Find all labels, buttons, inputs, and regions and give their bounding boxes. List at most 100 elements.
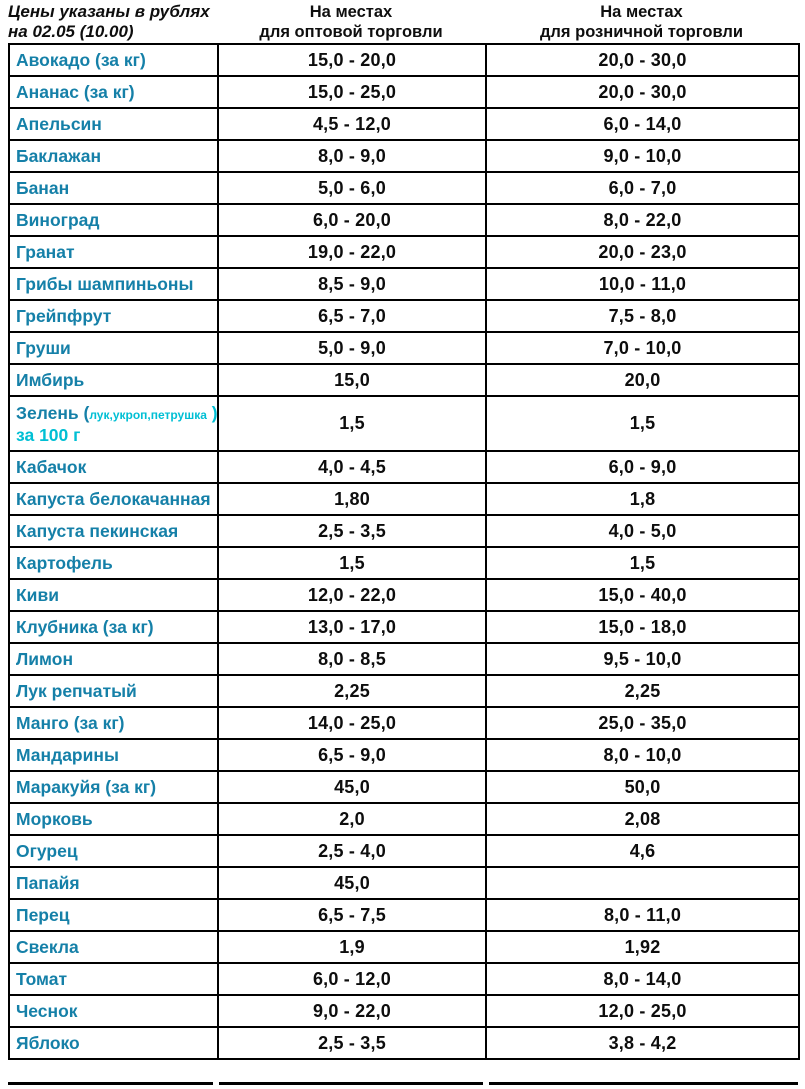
retail-price-cell: 8,0 - 14,0 — [485, 962, 800, 996]
wholesale-price-cell: 2,25 — [217, 674, 487, 708]
product-name-cell: Виноград — [8, 203, 219, 237]
wholesale-price-cell: 2,5 - 3,5 — [217, 514, 487, 548]
table-row: Картофель 1,5 1,5 — [8, 546, 800, 580]
next-row-partial-segment — [219, 1082, 483, 1089]
table-header: Цены указаны в рублях на 02.05 (10.00) Н… — [0, 0, 805, 43]
retail-price-cell: 1,5 — [485, 546, 800, 580]
wholesale-price-cell: 6,0 - 12,0 — [217, 962, 487, 996]
product-name-cell: Банан — [8, 171, 219, 205]
table-row: Свекла 1,9 1,92 — [8, 930, 800, 964]
product-name-cell: Чеснок — [8, 994, 219, 1028]
retail-price-cell: 2,25 — [485, 674, 800, 708]
retail-price-cell: 9,0 - 10,0 — [485, 139, 800, 173]
table-row: Гранат 19,0 - 22,0 20,0 - 23,0 — [8, 235, 800, 269]
retail-price-cell: 8,0 - 10,0 — [485, 738, 800, 772]
product-name-cell: Лимон — [8, 642, 219, 676]
next-row-partial-segment — [489, 1082, 798, 1089]
product-name-unit: за 100 г — [16, 424, 81, 445]
table-row: Чеснок 9,0 - 22,0 12,0 - 25,0 — [8, 994, 800, 1028]
product-name-cell: Томат — [8, 962, 219, 996]
wholesale-price-cell: 12,0 - 22,0 — [217, 578, 487, 612]
table-row: Зелень (лук,укроп,петрушка ), за 100 г 1,5… — [8, 395, 800, 452]
retail-price-cell: 20,0 - 23,0 — [485, 235, 800, 269]
next-row-partial — [8, 1082, 798, 1089]
product-name-cell: Груши — [8, 331, 219, 365]
wholesale-price-cell: 45,0 — [217, 770, 487, 804]
wholesale-price-cell: 6,5 - 9,0 — [217, 738, 487, 772]
wholesale-price-cell: 5,0 - 6,0 — [217, 171, 487, 205]
retail-price-cell: 1,8 — [485, 482, 800, 516]
retail-price-cell: 20,0 — [485, 363, 800, 397]
wholesale-price-cell: 2,5 - 3,5 — [217, 1026, 487, 1060]
retail-price-cell: 8,0 - 22,0 — [485, 203, 800, 237]
product-name-cell: Лук репчатый — [8, 674, 219, 708]
table-row: Апельсин 4,5 - 12,0 6,0 - 14,0 — [8, 107, 800, 141]
retail-price-cell — [485, 866, 800, 900]
wholesale-price-cell: 14,0 - 25,0 — [217, 706, 487, 740]
retail-price-cell: 20,0 - 30,0 — [485, 75, 800, 109]
column-header-wholesale-line2: для оптовой торговли — [259, 23, 443, 41]
column-header-retail-line2: для розничной торговли — [539, 23, 744, 41]
product-name-cell: Маракуйя (за кг) — [8, 770, 219, 804]
retail-price-cell: 3,8 - 4,2 — [485, 1026, 800, 1060]
table-row: Клубника (за кг) 13,0 - 17,0 15,0 - 18,0 — [8, 610, 800, 644]
column-header-wholesale-line1: На местах — [309, 3, 393, 21]
product-name-cell: Баклажан — [8, 139, 219, 173]
retail-price-cell: 15,0 - 18,0 — [485, 610, 800, 644]
wholesale-price-cell: 13,0 - 17,0 — [217, 610, 487, 644]
table-row: Виноград 6,0 - 20,0 8,0 - 22,0 — [8, 203, 800, 237]
product-name-cell: Огурец — [8, 834, 219, 868]
product-name-cell: Клубника (за кг) — [8, 610, 219, 644]
table-row: Имбирь 15,0 20,0 — [8, 363, 800, 397]
product-name-cell: Зелень (лук,укроп,петрушка ), за 100 г — [8, 395, 219, 452]
wholesale-price-cell: 9,0 - 22,0 — [217, 994, 487, 1028]
table-row: Грибы шампиньоны 8,5 - 9,0 10,0 - 11,0 — [8, 267, 800, 301]
product-name-cell: Манго (за кг) — [8, 706, 219, 740]
table-row: Капуста белокачанная 1,80 1,8 — [8, 482, 800, 516]
price-table: Авокадо (за кг) 15,0 - 20,0 20,0 - 30,0 Ана… — [8, 43, 800, 1060]
product-name-cell: Грибы шампиньоны — [8, 267, 219, 301]
wholesale-price-cell: 6,5 - 7,5 — [217, 898, 487, 932]
table-row: Кабачок 4,0 - 4,5 6,0 - 9,0 — [8, 450, 800, 484]
retail-price-cell: 15,0 - 40,0 — [485, 578, 800, 612]
price-note-line2: на 02.05 (10.00) — [8, 22, 134, 41]
retail-price-cell: 8,0 - 11,0 — [485, 898, 800, 932]
product-name-cell: Картофель — [8, 546, 219, 580]
price-table-body: Авокадо (за кг) 15,0 - 20,0 20,0 - 30,0 Ана… — [8, 43, 800, 1060]
column-header-wholesale: На местах для оптовой торговли — [217, 2, 485, 42]
product-name-main: Зелень ( — [16, 402, 90, 423]
table-row: Яблоко 2,5 - 3,5 3,8 - 4,2 — [8, 1026, 800, 1060]
wholesale-price-cell: 8,0 - 8,5 — [217, 642, 487, 676]
retail-price-cell: 6,0 - 9,0 — [485, 450, 800, 484]
product-name-cell: Кабачок — [8, 450, 219, 484]
table-row: Папайя 45,0 — [8, 866, 800, 900]
table-row: Маракуйя (за кг) 45,0 50,0 — [8, 770, 800, 804]
product-name-cell: Капуста пекинская — [8, 514, 219, 548]
wholesale-price-cell: 45,0 — [217, 866, 487, 900]
table-row: Томат 6,0 - 12,0 8,0 - 14,0 — [8, 962, 800, 996]
wholesale-price-cell: 1,80 — [217, 482, 487, 516]
product-name-cell: Грейпфрут — [8, 299, 219, 333]
product-name-cell: Свекла — [8, 930, 219, 964]
retail-price-cell: 20,0 - 30,0 — [485, 43, 800, 77]
retail-price-cell: 10,0 - 11,0 — [485, 267, 800, 301]
table-row: Груши 5,0 - 9,0 7,0 - 10,0 — [8, 331, 800, 365]
wholesale-price-cell: 1,5 — [217, 546, 487, 580]
product-name-cell: Перец — [8, 898, 219, 932]
wholesale-price-cell: 8,0 - 9,0 — [217, 139, 487, 173]
retail-price-cell: 4,0 - 5,0 — [485, 514, 800, 548]
product-name-cell: Морковь — [8, 802, 219, 836]
wholesale-price-cell: 2,0 — [217, 802, 487, 836]
table-row: Банан 5,0 - 6,0 6,0 - 7,0 — [8, 171, 800, 205]
retail-price-cell: 1,5 — [485, 395, 800, 452]
product-name-close: ), — [211, 402, 218, 423]
wholesale-price-cell: 8,5 - 9,0 — [217, 267, 487, 301]
next-row-partial-segment — [8, 1082, 213, 1089]
table-row: Манго (за кг) 14,0 - 25,0 25,0 - 35,0 — [8, 706, 800, 740]
retail-price-cell: 6,0 - 14,0 — [485, 107, 800, 141]
table-row: Капуста пекинская 2,5 - 3,5 4,0 - 5,0 — [8, 514, 800, 548]
retail-price-cell: 25,0 - 35,0 — [485, 706, 800, 740]
column-header-retail: На местах для розничной торговли — [485, 2, 798, 42]
wholesale-price-cell: 15,0 - 25,0 — [217, 75, 487, 109]
wholesale-price-cell: 1,5 — [217, 395, 487, 452]
